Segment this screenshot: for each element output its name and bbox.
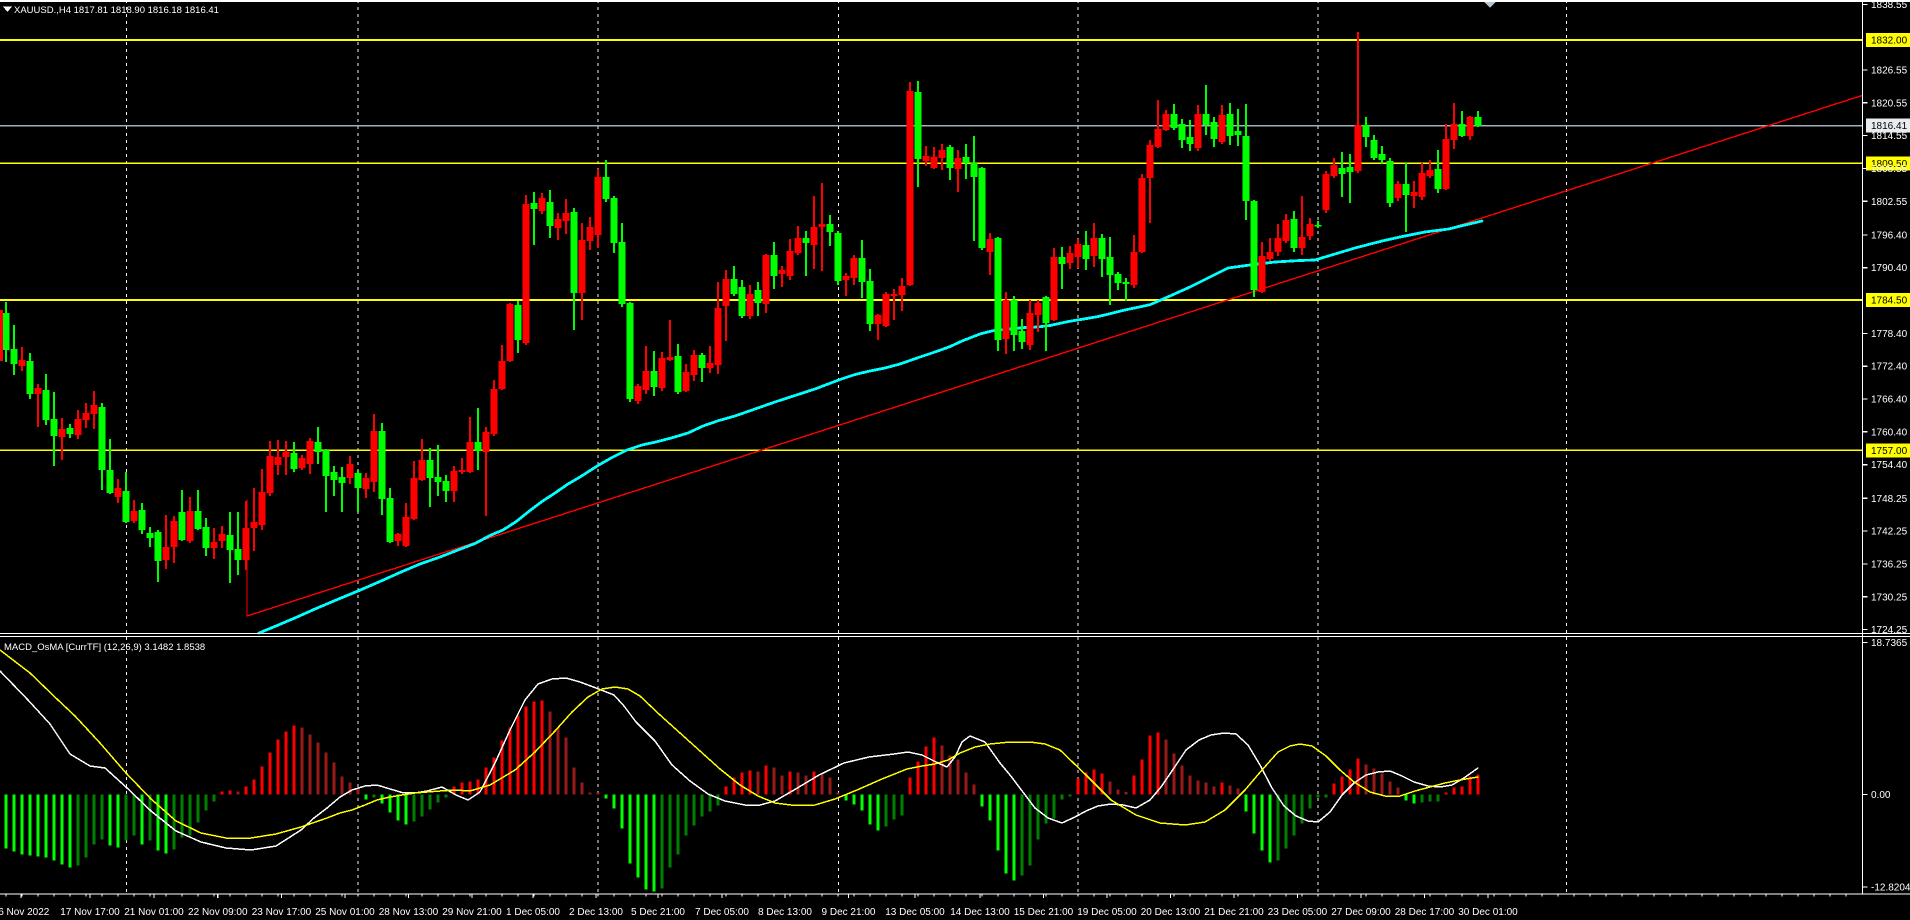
svg-text:1754.40: 1754.40 — [1871, 460, 1908, 471]
svg-text:29 Nov 21:00: 29 Nov 21:00 — [442, 907, 502, 918]
svg-text:7 Dec 05:00: 7 Dec 05:00 — [695, 907, 749, 918]
svg-text:1802.55: 1802.55 — [1871, 197, 1908, 208]
svg-text:22 Nov 09:00: 22 Nov 09:00 — [188, 907, 248, 918]
svg-text:1814.55: 1814.55 — [1871, 131, 1908, 142]
svg-text:1736.25: 1736.25 — [1871, 560, 1908, 571]
svg-text:28 Nov 13:00: 28 Nov 13:00 — [379, 907, 439, 918]
svg-text:1826.55: 1826.55 — [1871, 66, 1908, 77]
svg-text:25 Nov 01:00: 25 Nov 01:00 — [315, 907, 375, 918]
svg-text:-12.8204: -12.8204 — [1871, 883, 1910, 894]
svg-text:2 Dec 13:00: 2 Dec 13:00 — [569, 907, 623, 918]
svg-text:1748.25: 1748.25 — [1871, 494, 1908, 505]
svg-text:1790.40: 1790.40 — [1871, 263, 1908, 274]
svg-text:5 Dec 21:00: 5 Dec 21:00 — [631, 907, 685, 918]
svg-text:1757.00: 1757.00 — [1871, 446, 1908, 457]
svg-text:23 Nov 17:00: 23 Nov 17:00 — [252, 907, 312, 918]
svg-text:21 Nov 01:00: 21 Nov 01:00 — [124, 907, 184, 918]
svg-text:1730.25: 1730.25 — [1871, 592, 1908, 603]
svg-text:17 Nov 17:00: 17 Nov 17:00 — [60, 907, 120, 918]
svg-text:1809.50: 1809.50 — [1871, 159, 1908, 170]
svg-text:1742.25: 1742.25 — [1871, 527, 1908, 538]
svg-text:23 Dec 05:00: 23 Dec 05:00 — [1268, 907, 1328, 918]
svg-text:9 Dec 21:00: 9 Dec 21:00 — [822, 907, 876, 918]
svg-text:XAUUSD.,H4 1817.81 1818.90 18: XAUUSD.,H4 1817.81 1818.90 1816.18 1816.… — [14, 5, 219, 16]
svg-text:MACD_OsMA [CurrTF] (12,26,9) 3: MACD_OsMA [CurrTF] (12,26,9) 3.1482 1.85… — [4, 642, 205, 653]
svg-text:21 Dec 21:00: 21 Dec 21:00 — [1204, 907, 1264, 918]
svg-text:16 Nov 2022: 16 Nov 2022 — [0, 907, 50, 918]
svg-text:1772.40: 1772.40 — [1871, 362, 1908, 373]
svg-text:1808.55: 1808.55 — [1871, 164, 1908, 175]
svg-text:1832.00: 1832.00 — [1871, 36, 1908, 47]
svg-text:30 Dec 01:00: 30 Dec 01:00 — [1458, 907, 1518, 918]
svg-text:1766.40: 1766.40 — [1871, 395, 1908, 406]
svg-text:1778.40: 1778.40 — [1871, 329, 1908, 340]
svg-text:14 Dec 13:00: 14 Dec 13:00 — [950, 907, 1010, 918]
svg-text:13 Dec 05:00: 13 Dec 05:00 — [885, 907, 945, 918]
svg-text:1724.25: 1724.25 — [1871, 625, 1908, 636]
svg-text:1816.41: 1816.41 — [1871, 121, 1908, 132]
svg-text:1760.40: 1760.40 — [1871, 427, 1908, 438]
svg-text:1838.55: 1838.55 — [1871, 0, 1908, 11]
svg-text:27 Dec 09:00: 27 Dec 09:00 — [1331, 907, 1391, 918]
svg-text:8 Dec 13:00: 8 Dec 13:00 — [758, 907, 812, 918]
svg-text:1784.50: 1784.50 — [1871, 296, 1908, 307]
svg-text:0.00: 0.00 — [1871, 790, 1891, 801]
svg-text:19 Dec 05:00: 19 Dec 05:00 — [1077, 907, 1137, 918]
svg-text:20 Dec 13:00: 20 Dec 13:00 — [1141, 907, 1201, 918]
svg-text:1820.55: 1820.55 — [1871, 98, 1908, 109]
svg-text:15 Dec 21:00: 15 Dec 21:00 — [1014, 907, 1074, 918]
svg-text:1 Dec 05:00: 1 Dec 05:00 — [506, 907, 560, 918]
svg-text:28 Dec 17:00: 28 Dec 17:00 — [1395, 907, 1455, 918]
svg-text:18.7365: 18.7365 — [1871, 638, 1908, 649]
svg-text:1796.40: 1796.40 — [1871, 230, 1908, 241]
